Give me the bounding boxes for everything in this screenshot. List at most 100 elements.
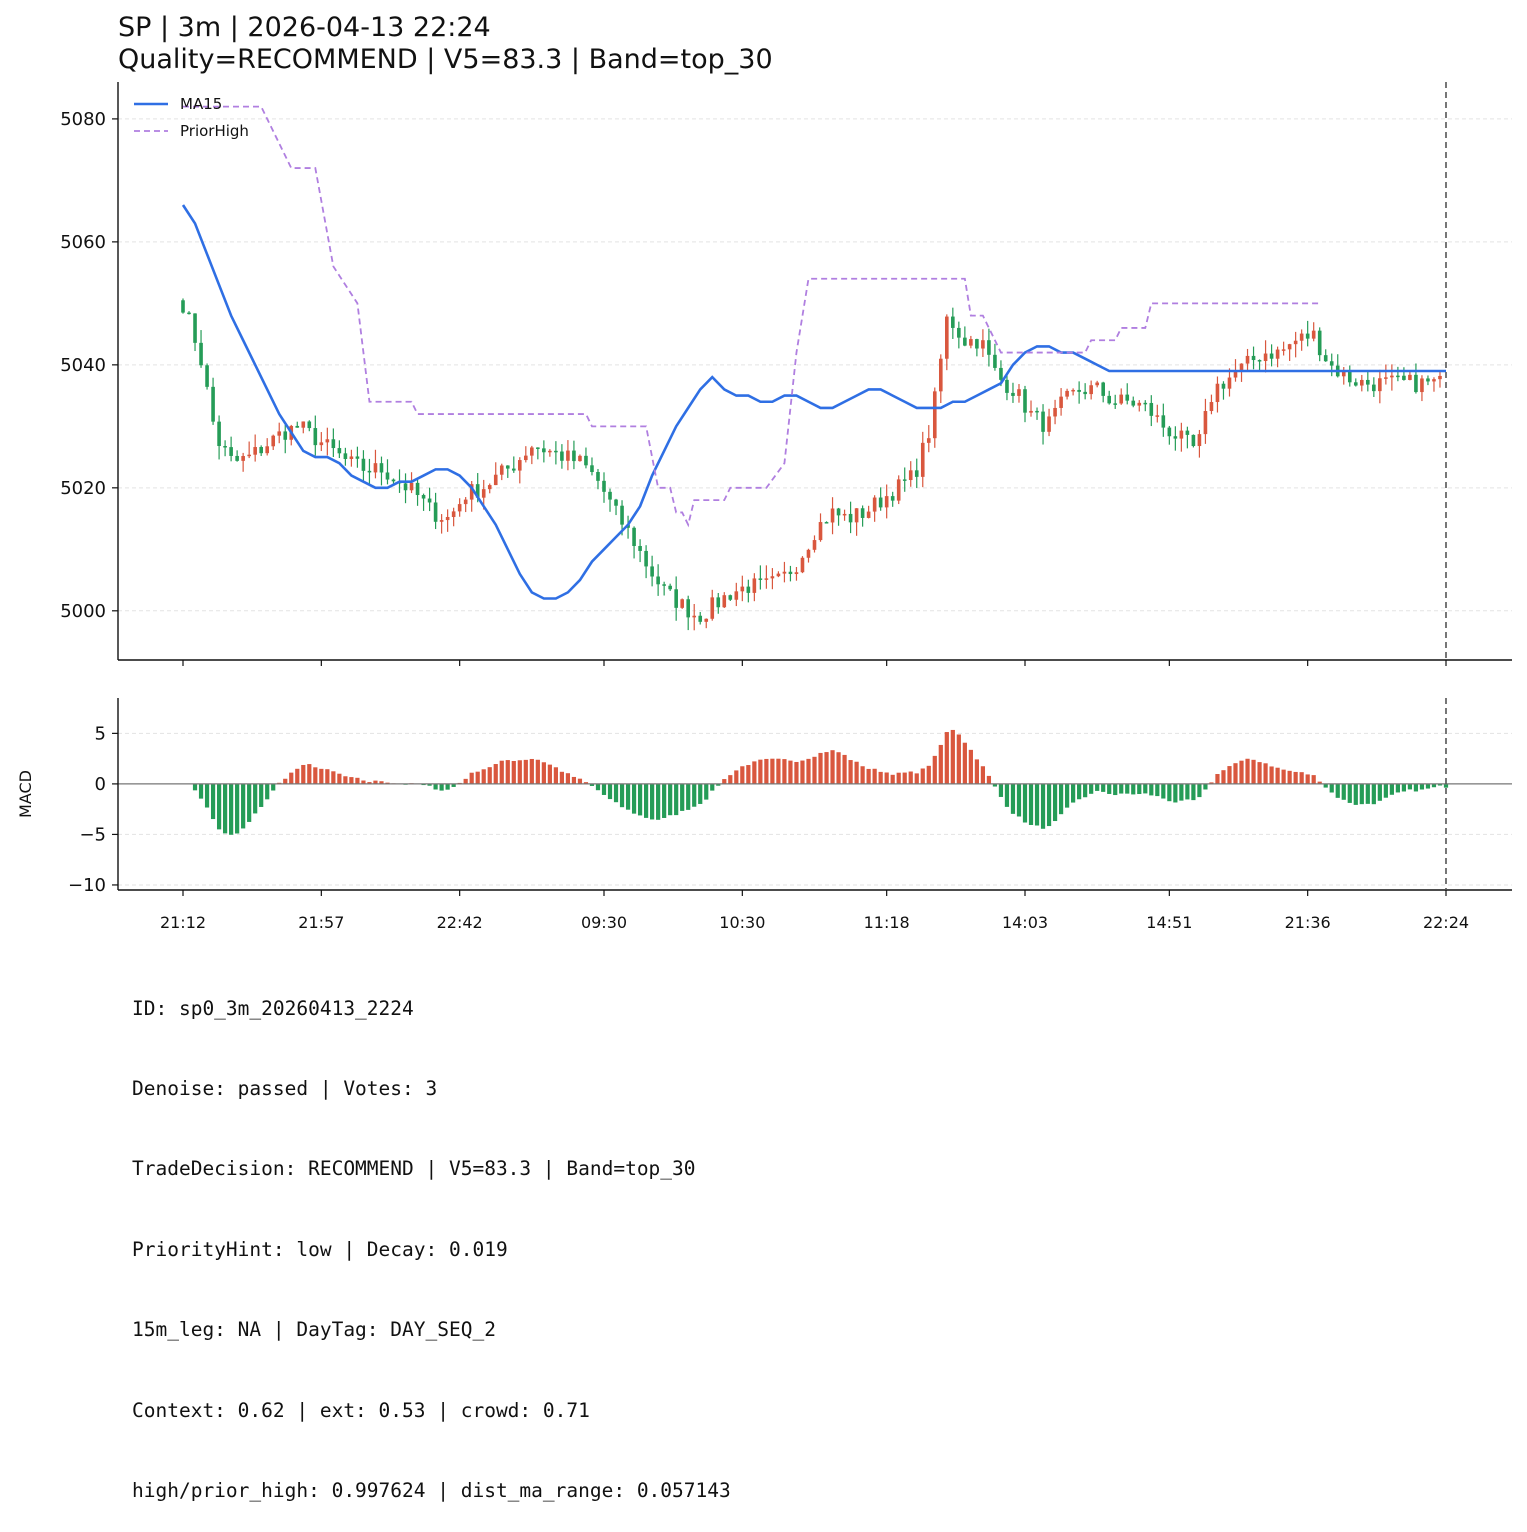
candle — [374, 450, 378, 479]
macd-ytick-label: 0 — [95, 774, 106, 795]
candle-body — [698, 616, 702, 622]
candle-body — [993, 355, 997, 368]
candle-body — [512, 469, 516, 471]
candle — [650, 556, 654, 587]
candle — [338, 440, 342, 458]
xtick-label: 14:51 — [1146, 913, 1192, 932]
candle — [1312, 322, 1316, 341]
macd-bar — [999, 784, 1003, 797]
candle-body — [981, 340, 985, 348]
macd-bar — [788, 761, 792, 784]
candle-body — [368, 471, 372, 473]
candle — [205, 363, 209, 389]
macd-bar — [951, 730, 955, 784]
macd-bar — [1011, 784, 1015, 814]
candle-body — [1306, 334, 1310, 339]
macd-bar — [476, 772, 480, 784]
candle — [692, 604, 696, 630]
macd-bar — [782, 759, 786, 784]
candle-body — [283, 431, 287, 439]
macd-bar — [524, 760, 528, 784]
candle — [1294, 332, 1298, 357]
candle — [1438, 372, 1442, 388]
macd-bar — [1420, 784, 1424, 790]
candle — [1330, 354, 1334, 377]
macd-bar — [1378, 784, 1382, 801]
candle-body — [223, 446, 227, 448]
candle-body — [211, 387, 215, 422]
candle — [1252, 347, 1256, 370]
candle-body — [1059, 397, 1063, 408]
macd-bar — [1263, 763, 1267, 784]
candle — [380, 457, 384, 486]
candle-body — [1330, 361, 1334, 365]
macd-bar — [343, 776, 347, 784]
candle-body — [620, 506, 624, 525]
candle-body — [386, 472, 390, 479]
candle — [518, 457, 522, 483]
candle — [1035, 407, 1039, 419]
candle — [945, 314, 949, 370]
candle — [362, 450, 366, 481]
candle — [283, 425, 287, 453]
macd-bar — [1161, 784, 1165, 799]
candle — [253, 435, 257, 462]
candle-body — [446, 517, 450, 520]
candle — [271, 435, 275, 450]
candle — [1047, 409, 1051, 436]
candle-body — [999, 368, 1003, 380]
candle — [897, 475, 901, 504]
candle — [777, 571, 781, 577]
candle — [1336, 354, 1340, 377]
candle — [301, 421, 305, 433]
macd-bar — [1089, 784, 1093, 794]
candle-body — [241, 456, 245, 461]
macd-bar — [1125, 784, 1129, 794]
candle — [662, 582, 666, 596]
candle-body — [362, 459, 366, 471]
candle-body — [205, 365, 209, 387]
candle-body — [957, 328, 961, 338]
candle-body — [326, 439, 330, 442]
candle — [1137, 400, 1141, 411]
candle — [801, 556, 805, 573]
candle-body — [548, 451, 552, 453]
macd-bar — [933, 756, 937, 784]
candle — [1023, 386, 1027, 422]
candle-body — [1113, 403, 1117, 405]
candle-body — [1252, 356, 1256, 360]
macd-bar — [319, 769, 323, 784]
macd-bar — [1023, 784, 1027, 823]
candle — [704, 618, 708, 628]
candle — [1174, 426, 1178, 450]
macd-bar — [770, 759, 774, 784]
candle-body — [410, 483, 414, 490]
candle-body — [265, 446, 269, 453]
candle-body — [939, 359, 943, 392]
macd-bar — [794, 762, 798, 784]
legend-label: MA15 — [180, 95, 222, 113]
candle — [500, 464, 504, 480]
candle — [1071, 388, 1075, 395]
candle-body — [1071, 390, 1075, 392]
xtick-label: 22:42 — [437, 913, 483, 932]
candle-body — [753, 578, 757, 592]
candle-body — [765, 578, 769, 580]
macd-bar — [704, 784, 708, 800]
macd-bar — [470, 773, 474, 784]
candle-body — [771, 576, 775, 578]
candle — [867, 506, 871, 519]
macd-bar — [1372, 784, 1376, 804]
candle-body — [338, 448, 342, 453]
macd-bar — [1251, 760, 1255, 784]
candle-body — [735, 591, 739, 599]
xtick-label: 21:36 — [1285, 913, 1331, 932]
candle — [795, 567, 799, 581]
xtick-label: 11:18 — [864, 913, 910, 932]
candle — [1089, 381, 1093, 400]
candle-body — [885, 496, 889, 507]
candle-body — [458, 504, 462, 511]
candles-group — [181, 298, 1442, 630]
macd-bar — [656, 784, 660, 820]
macd-bar — [602, 784, 606, 795]
